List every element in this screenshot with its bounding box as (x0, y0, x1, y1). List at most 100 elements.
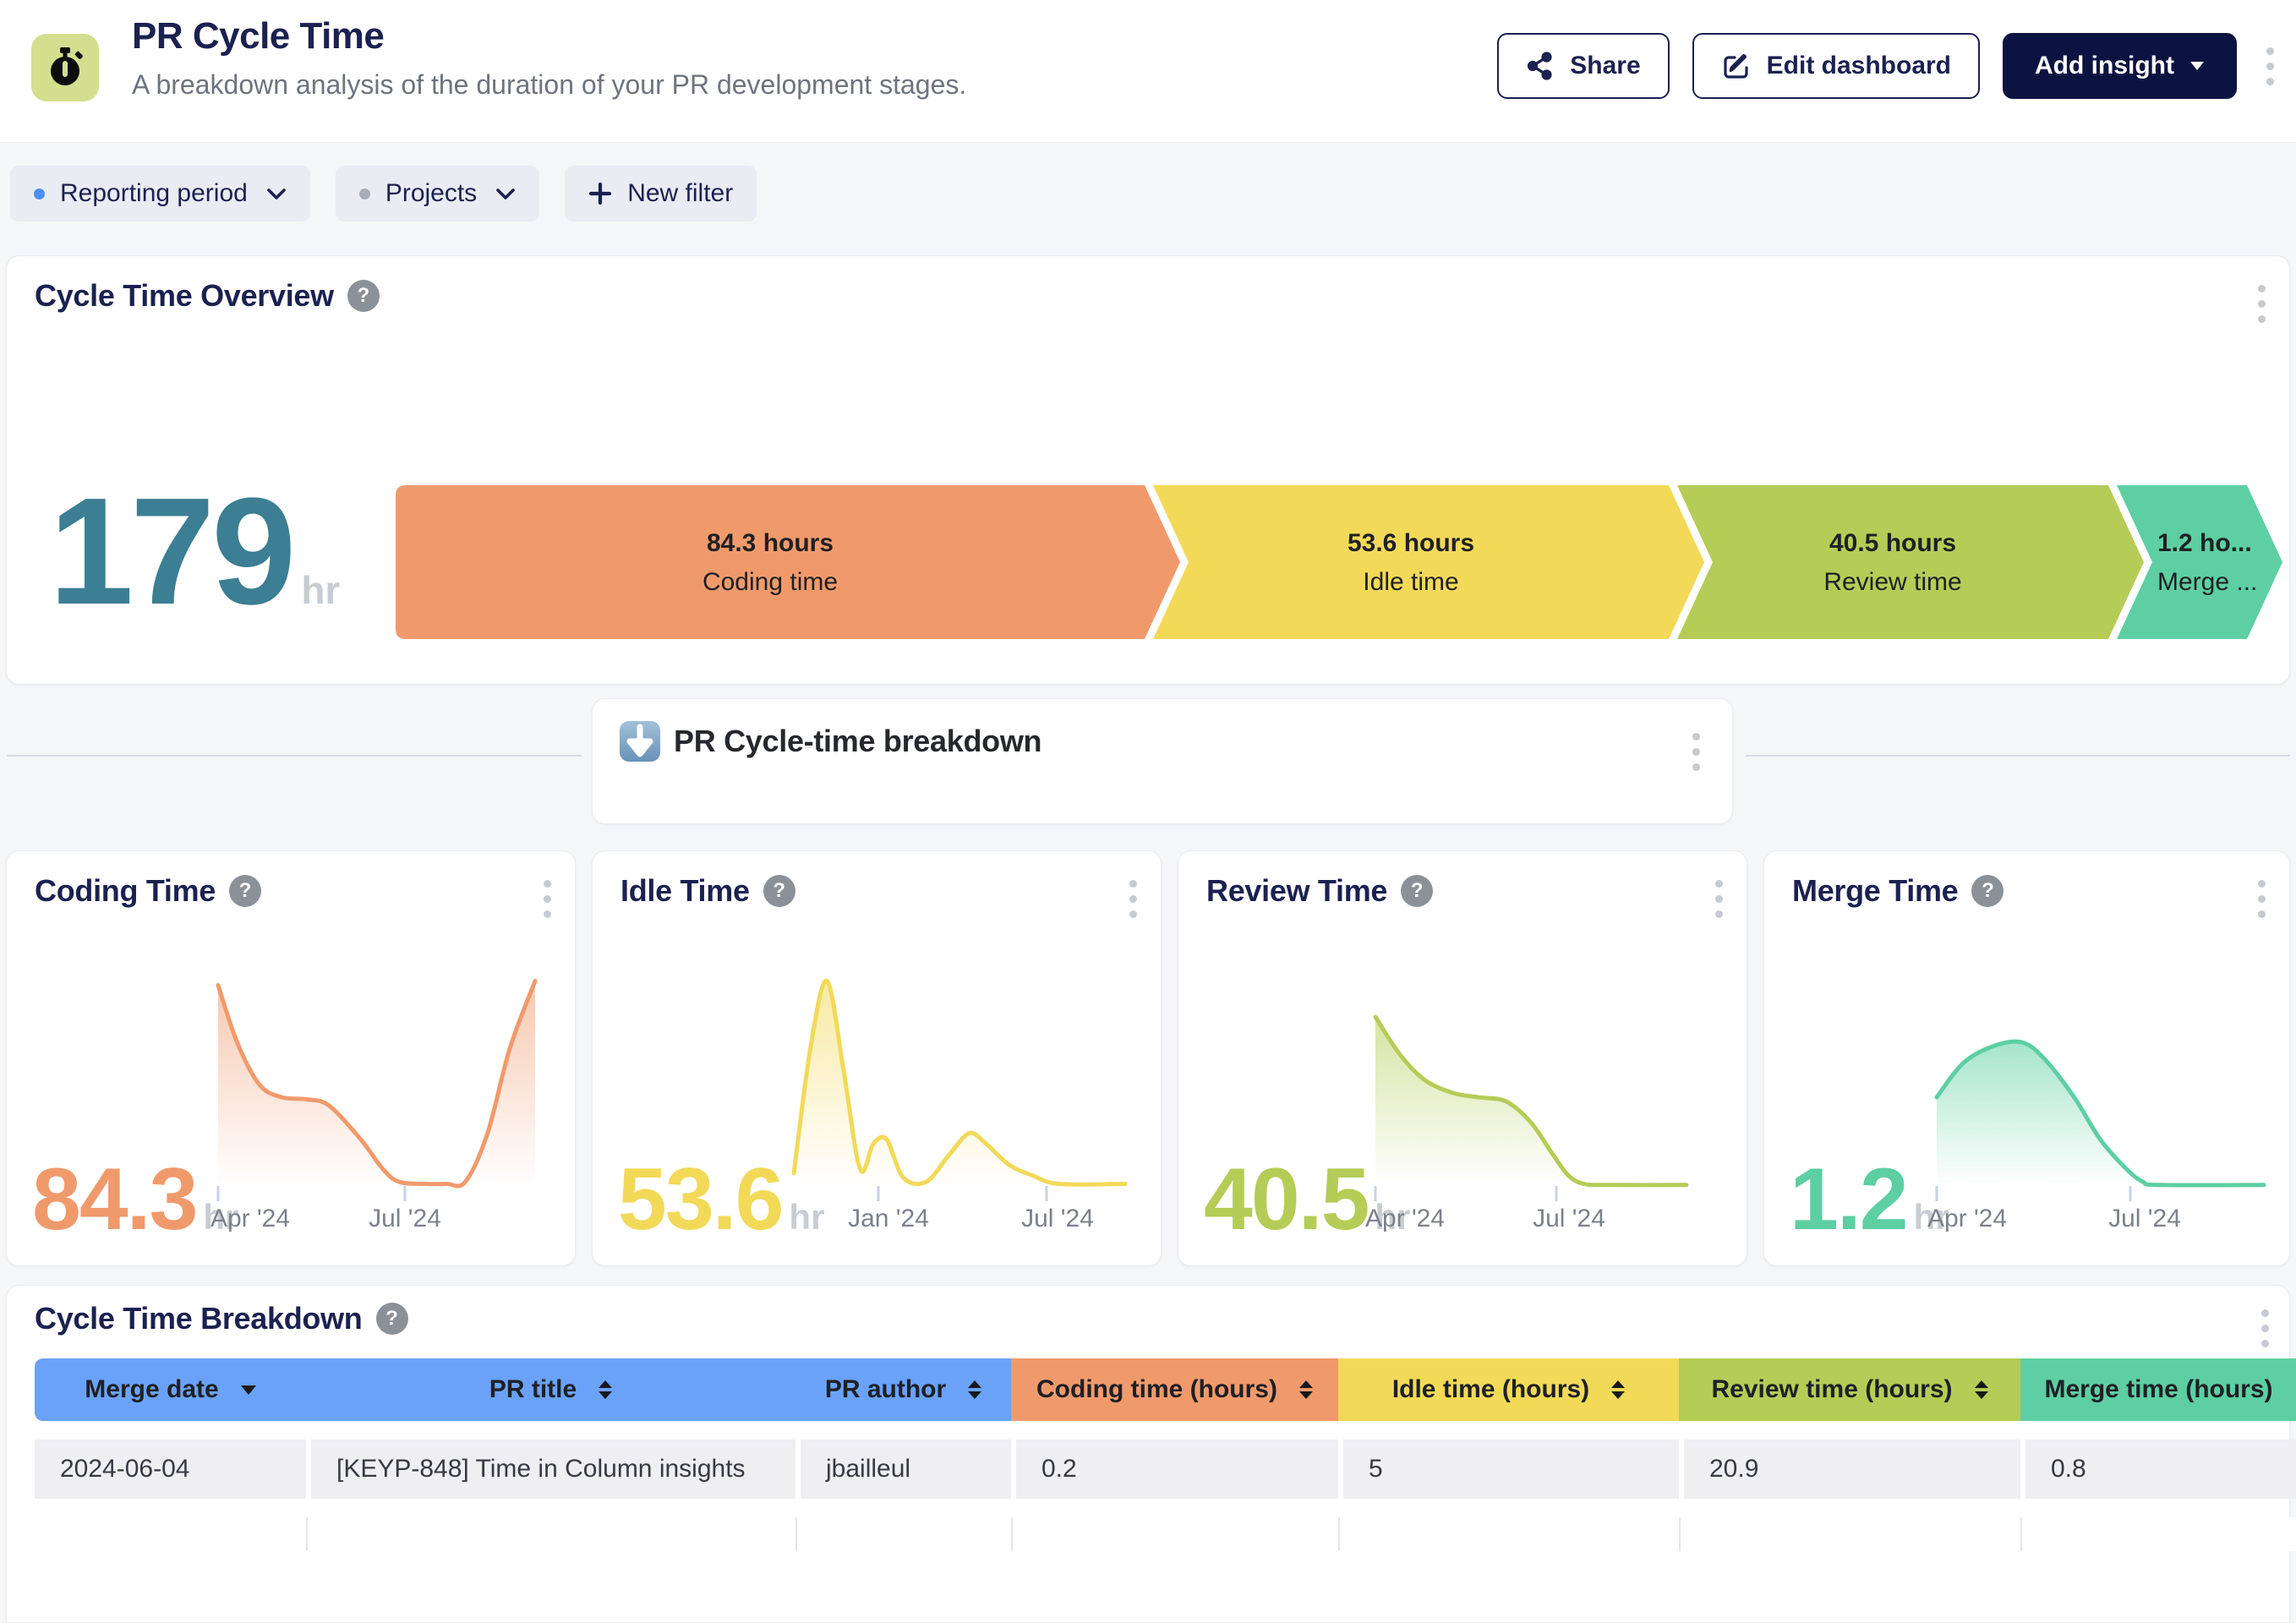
chevron-down-icon (495, 188, 516, 200)
page-subtitle: A breakdown analysis of the duration of … (132, 69, 966, 101)
table-cell: 0.8 (2020, 1440, 2296, 1499)
pr-cycle-time-breakdown-banner: PR Cycle-time breakdown (592, 698, 1733, 824)
breakdown-banner-title: PR Cycle-time breakdown (674, 724, 1041, 759)
help-icon[interactable]: ? (229, 875, 261, 907)
metric-card: Coding Time ? 84.3 hr Apr '24Jul '24 (6, 850, 576, 1266)
metric-kebab-menu[interactable] (537, 875, 558, 923)
breakdown-kebab-menu[interactable] (1686, 728, 1707, 776)
table-cell: 0.2 (1011, 1440, 1338, 1499)
funnel-stage-value: 40.5 hours (1829, 529, 1956, 557)
total-unit: hr (301, 567, 340, 613)
metric-title: Idle Time (620, 873, 750, 909)
sort-icon (241, 1385, 256, 1395)
table-cell-partial (306, 1517, 795, 1551)
add-insight-label: Add insight (2035, 52, 2174, 80)
filter-bar: Reporting period Projects New filter (10, 166, 757, 221)
help-icon[interactable]: ? (1401, 875, 1433, 907)
column-header-merge-date[interactable]: Merge date (35, 1358, 306, 1421)
metric-title: Coding Time (35, 873, 216, 909)
metric-current-value: 1.2 hr (1790, 1156, 1949, 1243)
metric-card: Review Time ? 40.5 hr Apr '24Jul '24 (1178, 850, 1747, 1266)
filter-label: Reporting period (60, 179, 248, 208)
metric-title: Merge Time (1792, 873, 1958, 909)
metric-card: Merge Time ? 1.2 hr Apr '24 Jul '24 (1763, 850, 2290, 1266)
help-icon[interactable]: ? (1971, 875, 2004, 907)
metric-kebab-menu[interactable] (1708, 875, 1730, 923)
table-cell-partial (2020, 1517, 2296, 1551)
funnel-stage[interactable] (1677, 485, 2144, 639)
plus-icon (588, 182, 612, 205)
x-axis-label: Apr '24 (1365, 1205, 1445, 1233)
table-cell-partial (35, 1517, 306, 1551)
table-cell: 20.9 (1679, 1440, 2020, 1499)
funnel-stage-value: 84.3 hours (707, 529, 834, 557)
x-axis-label: Apr '24 (210, 1205, 290, 1233)
funnel-stage[interactable] (396, 485, 1180, 639)
metric-kebab-menu[interactable] (2251, 875, 2272, 923)
column-label: Idle time (hours) (1392, 1375, 1589, 1404)
edit-icon (1721, 51, 1752, 81)
chevron-down-icon (266, 188, 287, 200)
table-header-row: Merge date PR title PR author Coding time (… (35, 1358, 2296, 1421)
help-icon[interactable]: ? (347, 280, 380, 312)
share-label: Share (1570, 52, 1640, 80)
metric-value: 53.6 (618, 1156, 782, 1243)
column-label: Coding time (hours) (1036, 1375, 1277, 1404)
filter-active-dot (34, 189, 45, 199)
x-axis-label: Jul '24 (369, 1205, 441, 1233)
column-header-pr-title[interactable]: PR title (306, 1358, 795, 1421)
x-axis-label: Apr '24 (1927, 1205, 2007, 1233)
table-row[interactable]: 2024-06-04[KEYP-848] Time in Column insi… (35, 1440, 2296, 1499)
column-label: Merge date (85, 1375, 218, 1404)
help-icon[interactable]: ? (763, 875, 795, 907)
help-icon[interactable]: ? (376, 1303, 408, 1335)
x-axis-label: Jan '24 (848, 1205, 929, 1233)
edit-dashboard-button[interactable]: Edit dashboard (1692, 33, 1980, 99)
metric-kebab-menu[interactable] (1123, 875, 1144, 923)
column-header-coding-time-hours[interactable]: Coding time (hours) (1011, 1358, 1338, 1421)
column-header-review-time-hours[interactable]: Review time (hours) (1679, 1358, 2020, 1421)
share-icon (1526, 52, 1555, 80)
x-axis-label: Jul '24 (2108, 1205, 2181, 1233)
sort-icon (1611, 1380, 1625, 1399)
page-kebab-menu[interactable] (2260, 42, 2281, 90)
funnel-stage-label: Idle time (1363, 568, 1458, 596)
cycle-time-funnel-chart: 84.3 hoursCoding time53.6 hoursIdle time… (396, 485, 2289, 639)
table-cell: 5 (1338, 1440, 1679, 1499)
funnel-stage-value: 1.2 ho... (2157, 529, 2252, 557)
column-label: Review time (hours) (1711, 1375, 1952, 1404)
funnel-stage-label: Merge ... (2157, 568, 2257, 596)
reporting-period-filter[interactable]: Reporting period (10, 166, 310, 221)
total-cycle-time: 179 hr (49, 476, 340, 628)
table-kebab-menu[interactable] (2255, 1304, 2276, 1352)
add-insight-button[interactable]: Add insight (2003, 33, 2237, 99)
title-block: PR Cycle Time A breakdown analysis of th… (132, 15, 966, 101)
metric-current-value: 53.6 hr (618, 1156, 824, 1243)
edit-dashboard-label: Edit dashboard (1767, 52, 1951, 80)
new-filter-button[interactable]: New filter (565, 166, 757, 221)
chevron-down-icon (2189, 61, 2205, 71)
cycle-time-overview-card: Cycle Time Overview ? 179 hr 84.3 hours C… (6, 255, 2290, 685)
funnel-stage-label: Coding time (702, 568, 838, 596)
section-divider (7, 755, 582, 757)
page-title: PR Cycle Time (132, 15, 966, 57)
metric-card: Idle Time ? 53.6 hr Jan '24Jul '24 (592, 850, 1162, 1266)
sort-icon (968, 1380, 981, 1399)
overview-title: Cycle Time Overview (35, 278, 334, 314)
column-label: Merge time (hours) (2044, 1375, 2272, 1404)
stopwatch-icon (31, 34, 99, 101)
column-header-idle-time-hours[interactable]: Idle time (hours) (1338, 1358, 1679, 1421)
overview-kebab-menu[interactable] (2251, 280, 2272, 328)
metric-value: 40.5 (1204, 1156, 1368, 1243)
filter-inactive-dot (359, 189, 370, 199)
x-axis-label: Jul '24 (1533, 1205, 1605, 1233)
filter-label: Projects (385, 179, 477, 208)
column-header-pr-author[interactable]: PR author (795, 1358, 1011, 1421)
projects-filter[interactable]: Projects (336, 166, 539, 221)
table-cell: 2024-06-04 (35, 1440, 306, 1499)
funnel-stage[interactable] (1153, 485, 1704, 639)
table-cell-partial (1011, 1517, 1338, 1551)
share-button[interactable]: Share (1497, 33, 1669, 99)
column-label: PR author (825, 1375, 946, 1404)
column-header-merge-time-hours[interactable]: Merge time (hours) (2020, 1358, 2296, 1421)
